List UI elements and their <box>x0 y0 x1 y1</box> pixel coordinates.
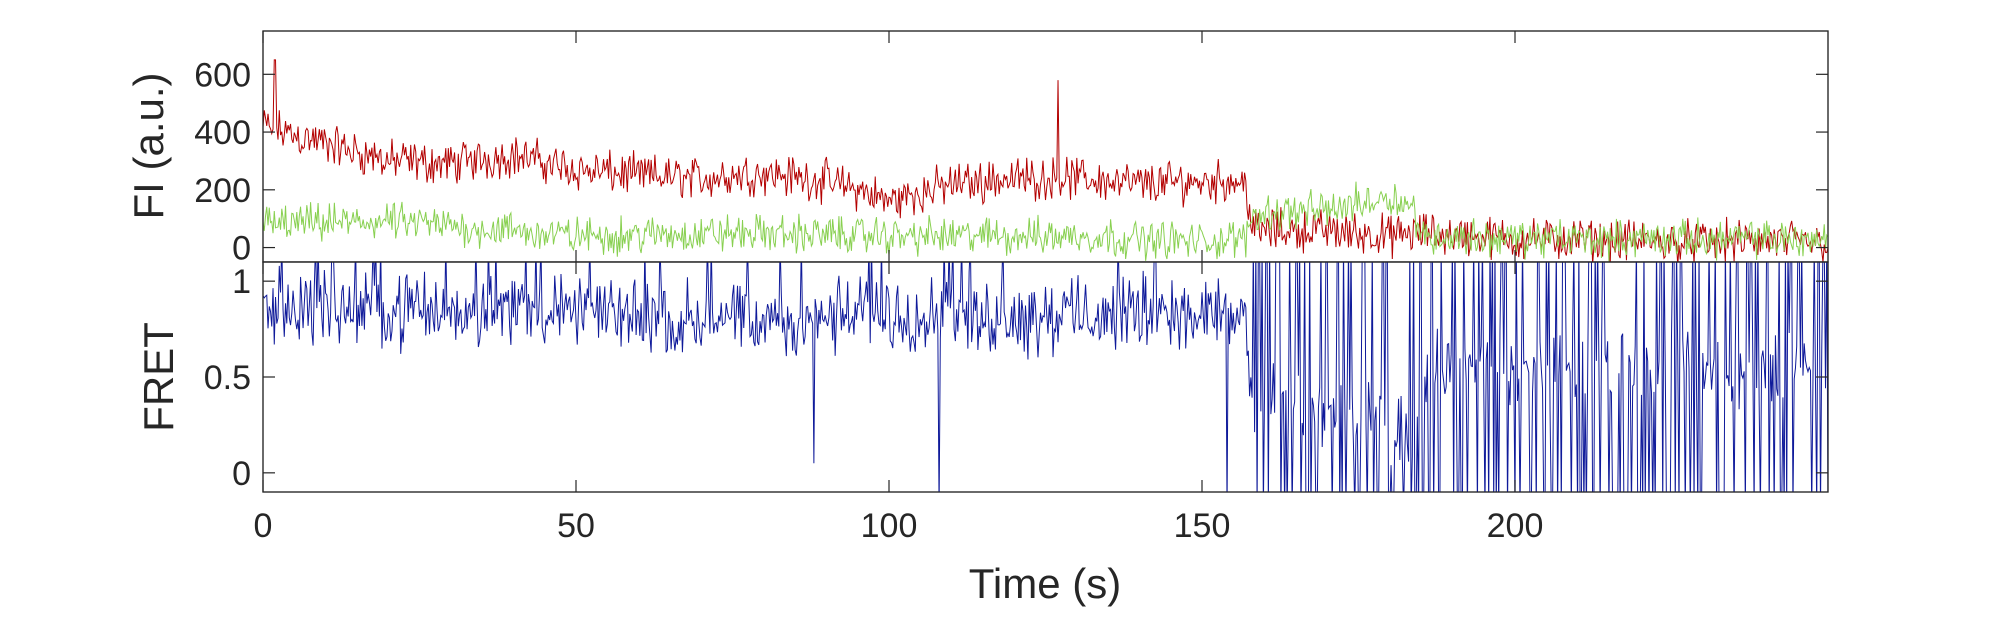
fret-series-group <box>263 262 1828 492</box>
y-tick-label: 600 <box>194 56 251 94</box>
fluorescence-axes: 0 200 400 600 FI (a.u.) <box>125 30 1829 268</box>
x-tick-label: 200 <box>1487 507 1544 545</box>
y-tick-label: 0 <box>232 455 251 493</box>
fret-axes-frame <box>262 261 1829 493</box>
x-tick-label: 50 <box>557 507 595 545</box>
x-tick-label: 0 <box>254 507 273 545</box>
y-tick-label: 200 <box>194 172 251 210</box>
y-tick-label: 1 <box>232 263 251 301</box>
fret-series-0 <box>263 262 1828 492</box>
time-x-axis-label: Time (s) <box>969 560 1121 607</box>
fluorescence-series-1 <box>263 181 1828 262</box>
y-tick-label: 0 <box>232 230 251 268</box>
y-tick-label: 400 <box>194 114 251 152</box>
fluorescence-y-ticks: 0 200 400 600 <box>194 56 1828 268</box>
y-tick-label: 0.5 <box>204 359 251 397</box>
fret-y-axis-label: FRET <box>135 322 182 432</box>
fluorescence-series-0 <box>263 59 1828 262</box>
x-tick-label: 100 <box>861 507 918 545</box>
fluorescence-series-group <box>263 59 1828 262</box>
x-tick-label: 150 <box>1174 507 1231 545</box>
fluorescence-y-axis-label: FI (a.u.) <box>125 72 172 219</box>
time-x-ticks: 0 50 100 150 200 <box>254 31 1544 545</box>
fret-y-ticks: 00.51 <box>204 263 1828 493</box>
